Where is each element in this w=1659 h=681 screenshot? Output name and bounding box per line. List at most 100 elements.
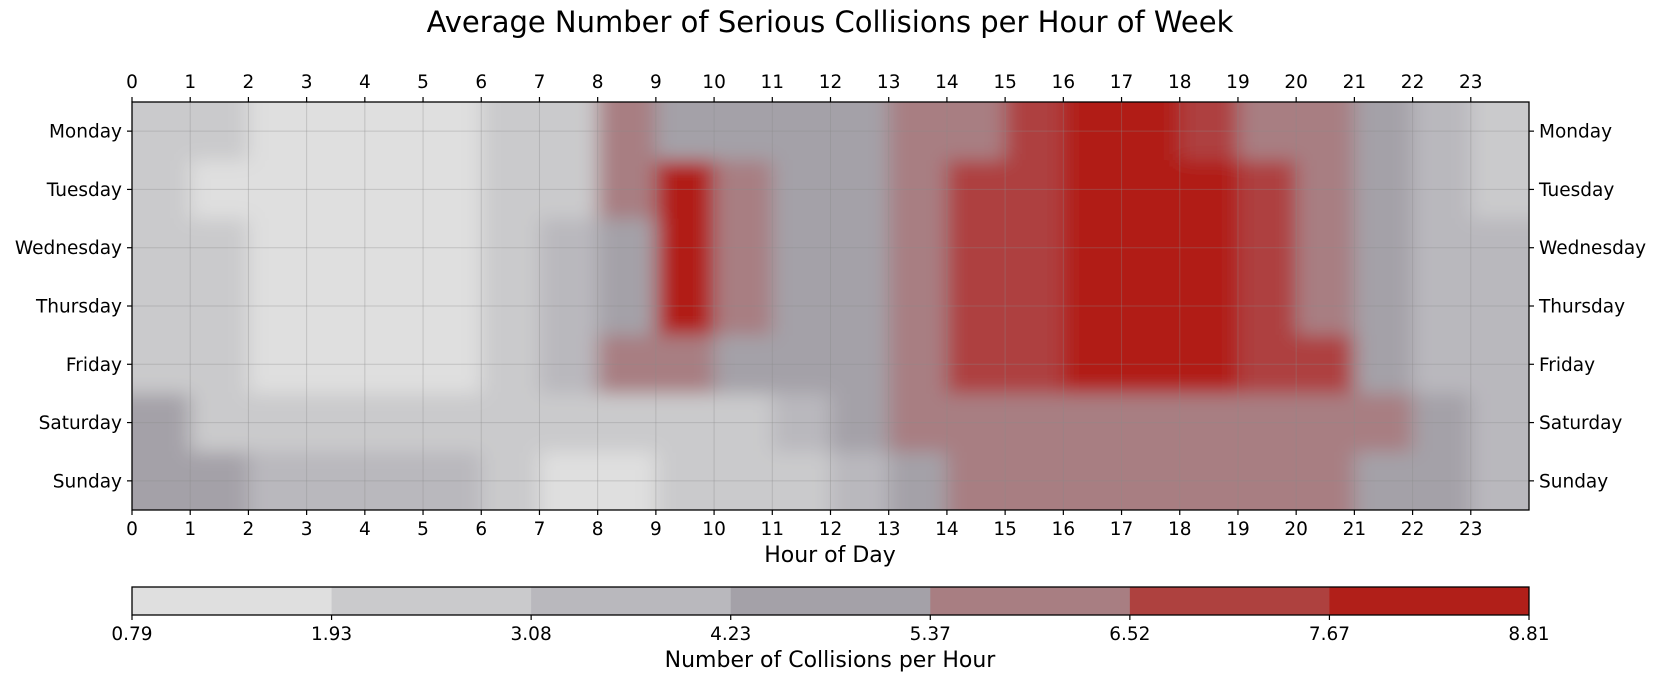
heatmap-cell: [306, 218, 366, 278]
heatmap-cell: [1121, 451, 1181, 510]
heatmap-cell: [1179, 451, 1239, 510]
y-tick-label-left: Wednesday: [15, 238, 122, 259]
x-tick-label-top: 19: [1226, 72, 1250, 93]
heatmap-cell: [830, 218, 890, 278]
x-tick-label-top: 14: [935, 72, 959, 93]
heatmap-cell: [1121, 276, 1181, 336]
y-tick-label-right: Thursday: [1538, 297, 1625, 318]
heatmap-cell: [1470, 335, 1529, 395]
colorbar-segment: [132, 587, 333, 615]
heatmap-cell: [830, 451, 890, 510]
heatmap-cell: [1470, 102, 1529, 161]
x-tick-label-bottom: 11: [761, 519, 785, 540]
heatmap-cell: [1412, 218, 1472, 278]
x-tick-label-bottom: 1: [184, 519, 196, 540]
x-tick-label-top: 2: [243, 72, 255, 93]
x-tick-label-bottom: 16: [1052, 519, 1076, 540]
heatmap-cell: [364, 218, 424, 278]
heatmap-cell: [1296, 393, 1355, 453]
heatmap-cell: [1470, 393, 1529, 453]
x-tick-label-top: 6: [475, 72, 487, 93]
y-tick-label-right: Monday: [1539, 122, 1612, 143]
heatmap-cell: [481, 335, 541, 395]
heatmap-cell: [1063, 451, 1123, 510]
heatmap-cell: [539, 451, 599, 510]
x-axis-label: Hour of Day: [764, 543, 896, 568]
heatmap-cell: [888, 160, 948, 220]
heatmap-cell: [248, 451, 308, 510]
x-tick-labels-top: 0 1 2 3 4 5 6 7 8 9 10 11 12 13 14 15 16 17 18 19 20 21 22 23: [126, 72, 1483, 102]
x-tick-label-bottom: 10: [702, 519, 726, 540]
heatmap-cell: [306, 276, 366, 336]
heatmap-cell: [132, 160, 191, 220]
heatmap-cell: [830, 393, 890, 453]
heatmap-cell: [132, 451, 191, 510]
heatmap-cell: [655, 451, 715, 510]
heatmap-cell: [1179, 393, 1239, 453]
heatmap-cell: [248, 218, 308, 278]
heatmap-cell: [1063, 393, 1123, 453]
heatmap-cell: [1179, 102, 1239, 161]
heatmap-cell: [481, 218, 541, 278]
heatmap-cell: [1179, 160, 1239, 220]
y-tick-label-left: Sunday: [53, 471, 122, 492]
heatmap-cell: [1237, 160, 1297, 220]
colorbar-frame: [131, 586, 1530, 616]
heatmap-cell: [888, 393, 948, 453]
heatmap-plot-area: [132, 102, 1529, 510]
heatmap-cell: [597, 451, 657, 510]
heatmap-cell: [772, 160, 832, 220]
heatmap-cell: [364, 102, 424, 161]
colorbar-segment: [331, 587, 532, 615]
heatmap-cell: [190, 276, 250, 336]
heatmap-cell: [481, 276, 541, 336]
heatmap-cell: [306, 160, 366, 220]
heatmap-cell: [1412, 276, 1472, 336]
heatmap-cell: [190, 451, 250, 510]
x-tick-label-top: 10: [702, 72, 726, 93]
heatmap-cell: [946, 335, 1006, 395]
heatmap-cell: [1412, 393, 1472, 453]
y-tick-label-right: Saturday: [1539, 413, 1622, 434]
heatmap-cell: [597, 102, 657, 161]
heatmap-cell: [364, 160, 424, 220]
heatmap-cell: [1354, 276, 1414, 336]
heatmap-cell: [946, 160, 1006, 220]
heatmap-cell: [248, 335, 308, 395]
heatmap-cell: [1296, 335, 1355, 395]
heatmap-cell: [132, 102, 191, 161]
x-tick-label-bottom: 15: [993, 519, 1017, 540]
heatmap-cell: [1237, 102, 1297, 161]
x-tick-label-bottom: 5: [417, 519, 429, 540]
x-tick-label-top: 0: [126, 72, 138, 93]
heatmap-cell: [1121, 160, 1181, 220]
heatmap-cell: [306, 102, 366, 161]
heatmap-cell: [481, 160, 541, 220]
y-tick-label-left: Monday: [49, 122, 122, 143]
heatmap-cell: [1470, 276, 1529, 336]
heatmap-cell: [714, 102, 773, 161]
heatmap-cell: [772, 335, 832, 395]
heatmap-cells: [132, 102, 1529, 510]
heatmap-cell: [306, 335, 366, 395]
y-tick-labels: Monday Monday Tuesday Tuesday Wednesday Wedne…: [15, 122, 1646, 493]
heatmap-cell: [1354, 335, 1414, 395]
heatmap-cell: [714, 276, 773, 336]
x-tick-label-bottom: 2: [243, 519, 255, 540]
x-tick-label-bottom: 13: [877, 519, 901, 540]
heatmap-cell: [1121, 218, 1181, 278]
heatmap-cell: [539, 335, 599, 395]
x-tick-label-bottom: 8: [592, 519, 604, 540]
heatmap-cell: [714, 393, 773, 453]
colorbar-tick-label: 5.37: [910, 624, 951, 645]
heatmap-cell: [888, 451, 948, 510]
heatmap-cell: [190, 335, 250, 395]
heatmap-cell: [1237, 335, 1297, 395]
colorbar-tick-label: 1.93: [311, 624, 352, 645]
heatmap-cell: [830, 102, 890, 161]
heatmap-cell: [1354, 160, 1414, 220]
x-tick-label-top: 7: [534, 72, 546, 93]
heatmap-cell: [423, 335, 482, 395]
heatmap-cell: [539, 276, 599, 336]
